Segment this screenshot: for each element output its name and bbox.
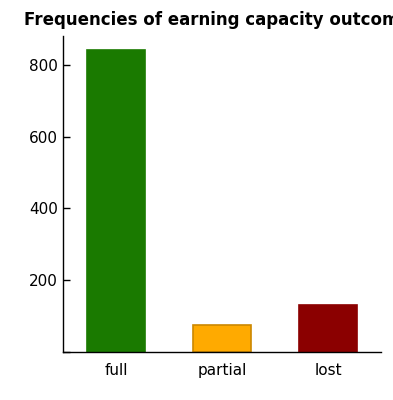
Bar	[299, 305, 357, 352]
Title: Frequencies of earning capacity outcomes: Frequencies of earning capacity outcomes	[24, 11, 393, 29]
Bar	[193, 325, 251, 352]
Bar	[87, 50, 145, 352]
